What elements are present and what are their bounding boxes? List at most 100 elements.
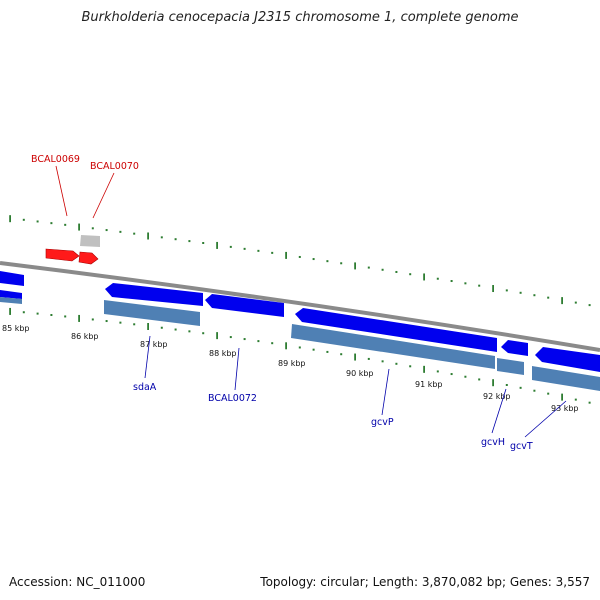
leader-gcvp [381,368,390,416]
outer-tick-4 [64,223,67,226]
accession-footer: Accession: NC_011000 [9,575,145,589]
inner-tick-33 [464,375,467,378]
scale-label-88: 88 kbp [209,349,237,358]
topology-value: circular [320,575,365,589]
gene-label-bcal0072[interactable]: BCAL0072 [208,393,257,404]
leader-gcvt [524,400,567,438]
feature-left-partial-arrow-1[interactable] [0,271,24,286]
inner-tick-17 [243,338,246,341]
outer-tick-21 [298,255,301,258]
inner-tick-42 [588,401,591,404]
gene-label-bcal0069[interactable]: BCAL0069 [31,154,80,165]
outer-tick-6 [91,227,94,230]
genes-label: Genes: [509,575,552,589]
feature-bcal0069-arrow[interactable] [45,248,80,262]
accession-value: NC_011000 [76,575,146,589]
outer-tick-36 [505,289,508,292]
outer-tick-37 [519,291,522,294]
genome-summary-footer: Topology: circular; Length: 3,870,082 bp… [260,575,590,589]
inner-tick-37 [519,386,522,389]
inner-tick-4 [64,315,67,318]
feature-left-partial-shadow [0,297,22,304]
inner-tick-3 [50,314,53,317]
feature-gcvh-shadow [497,358,524,375]
inner-tick-26 [367,357,370,360]
length-label: Length: [372,575,419,589]
inner-tick-10 [147,323,149,331]
feature-bcal0070-arrow[interactable] [78,251,99,265]
scale-label-90: 90 kbp [346,369,374,378]
outer-tick-27 [381,268,384,271]
feature-gcvt-arrow[interactable] [535,347,600,372]
inner-tick-23 [326,350,329,353]
outer-tick-29 [409,273,412,276]
feature-sdaa-arrow[interactable] [105,283,203,306]
outer-tick-20 [285,251,287,259]
feature-gcvt-shadow [532,366,600,391]
inner-tick-21 [298,346,301,349]
leader-sdaa [144,335,151,379]
feature-left-partial-arrow-2[interactable] [0,290,22,299]
scale-labels: 85 kbp 86 kbp 87 kbp 88 kbp 89 kbp 90 kb… [2,324,579,413]
leader-bcal0072 [234,347,240,391]
feature-sdaa-shadow [104,300,200,326]
scale-label-87: 87 kbp [140,340,168,349]
gene-label-gcvh[interactable]: gcvH [481,437,505,448]
inner-tick-40 [561,393,563,401]
inner-tick-12 [174,328,177,331]
outer-tick-9 [133,232,136,235]
inner-tick-19 [271,342,274,345]
leader-gcvh [491,388,507,434]
outer-tick-24 [340,262,343,265]
outer-tick-31 [436,277,439,280]
inner-tick-41 [574,398,577,401]
inner-tick-39 [547,392,550,395]
feature-forward-gray-box [80,235,100,247]
outer-tick-23 [326,260,329,263]
gene-label-gcvt[interactable]: gcvT [510,441,533,452]
gene-label-sdaa[interactable]: sdaA [133,382,157,393]
outer-tick-28 [395,270,398,273]
inner-tick-ring [9,307,591,404]
gene-labels: BCAL0069 BCAL0070 sdaA BCAL0072 gcvP gcv… [31,154,533,452]
outer-tick-18 [257,249,260,252]
forward-features [45,235,100,265]
chromosome-backbone [0,261,600,352]
inner-tick-18 [257,340,260,343]
inner-tick-32 [450,373,453,376]
scale-label-91: 91 kbp [415,380,443,389]
outer-tick-17 [243,247,246,250]
inner-tick-7 [105,320,108,323]
inner-tick-15 [216,332,218,340]
outer-tick-33 [464,282,467,285]
feature-gcvh-arrow[interactable] [501,340,528,356]
inner-tick-5 [78,314,80,322]
outer-tick-13 [188,240,191,243]
feature-gcvp-shadow [291,324,495,369]
reverse-features [0,271,600,391]
gene-label-gcvp[interactable]: gcvP [371,417,394,428]
outer-tick-42 [588,304,591,307]
outer-tick-26 [367,266,370,269]
inner-tick-28 [395,362,398,365]
gene-label-bcal0070[interactable]: BCAL0070 [90,161,139,172]
outer-tick-ring [9,215,591,307]
scale-label-86: 86 kbp [71,332,99,341]
inner-tick-34 [478,378,481,381]
outer-tick-5 [78,223,80,231]
outer-tick-1 [22,218,25,221]
feature-gcvp-arrow[interactable] [295,308,497,352]
inner-tick-38 [533,389,536,392]
outer-tick-39 [547,296,550,299]
outer-tick-35 [492,285,494,293]
outer-tick-2 [36,220,39,223]
outer-tick-15 [216,241,218,249]
inner-tick-14 [202,332,205,335]
feature-bcal0072-arrow[interactable] [205,294,284,317]
outer-tick-38 [533,294,536,297]
outer-tick-14 [202,242,205,245]
inner-tick-9 [133,323,136,326]
outer-tick-11 [160,236,163,239]
accession-label: Accession: [9,575,73,589]
